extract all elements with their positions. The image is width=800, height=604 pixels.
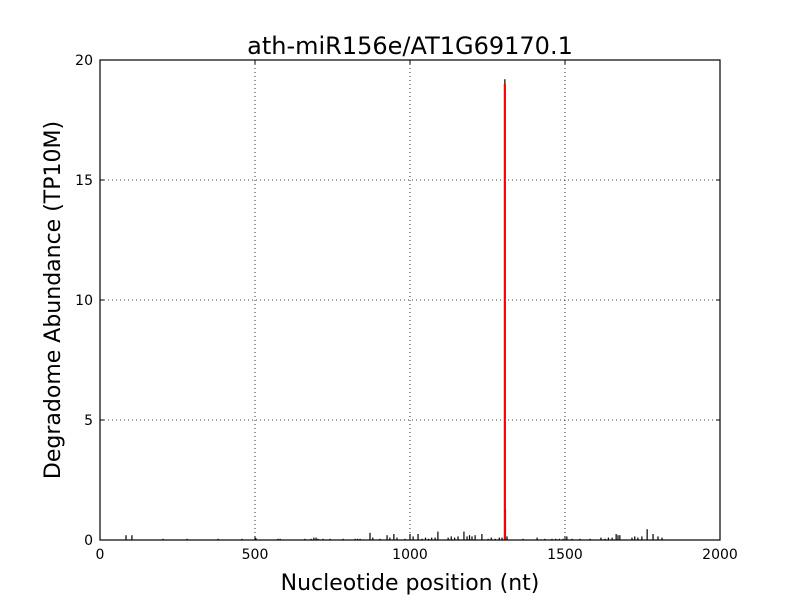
x-tick-label: 0: [96, 547, 105, 563]
grid: [100, 60, 720, 540]
y-tick-label: 10: [75, 293, 93, 309]
y-tick-label: 0: [84, 533, 93, 549]
bars: [125, 79, 663, 540]
chart-title: ath-miR156e/AT1G69170.1: [247, 32, 573, 60]
y-ticks: 0 5 10 15 20: [75, 53, 720, 549]
y-axis-label: Degradome Abundance (TP10M): [41, 121, 66, 479]
x-ticks: 0 500 1000 1500 2000: [96, 60, 738, 563]
x-tick-label: 1500: [547, 547, 583, 563]
x-axis-label: Nucleotide position (nt): [281, 571, 540, 596]
y-tick-label: 5: [84, 413, 93, 429]
x-tick-label: 500: [242, 547, 269, 563]
x-tick-label: 2000: [702, 547, 738, 563]
x-tick-label: 1000: [392, 547, 428, 563]
y-tick-label: 15: [75, 173, 93, 189]
y-tick-label: 20: [75, 53, 93, 69]
